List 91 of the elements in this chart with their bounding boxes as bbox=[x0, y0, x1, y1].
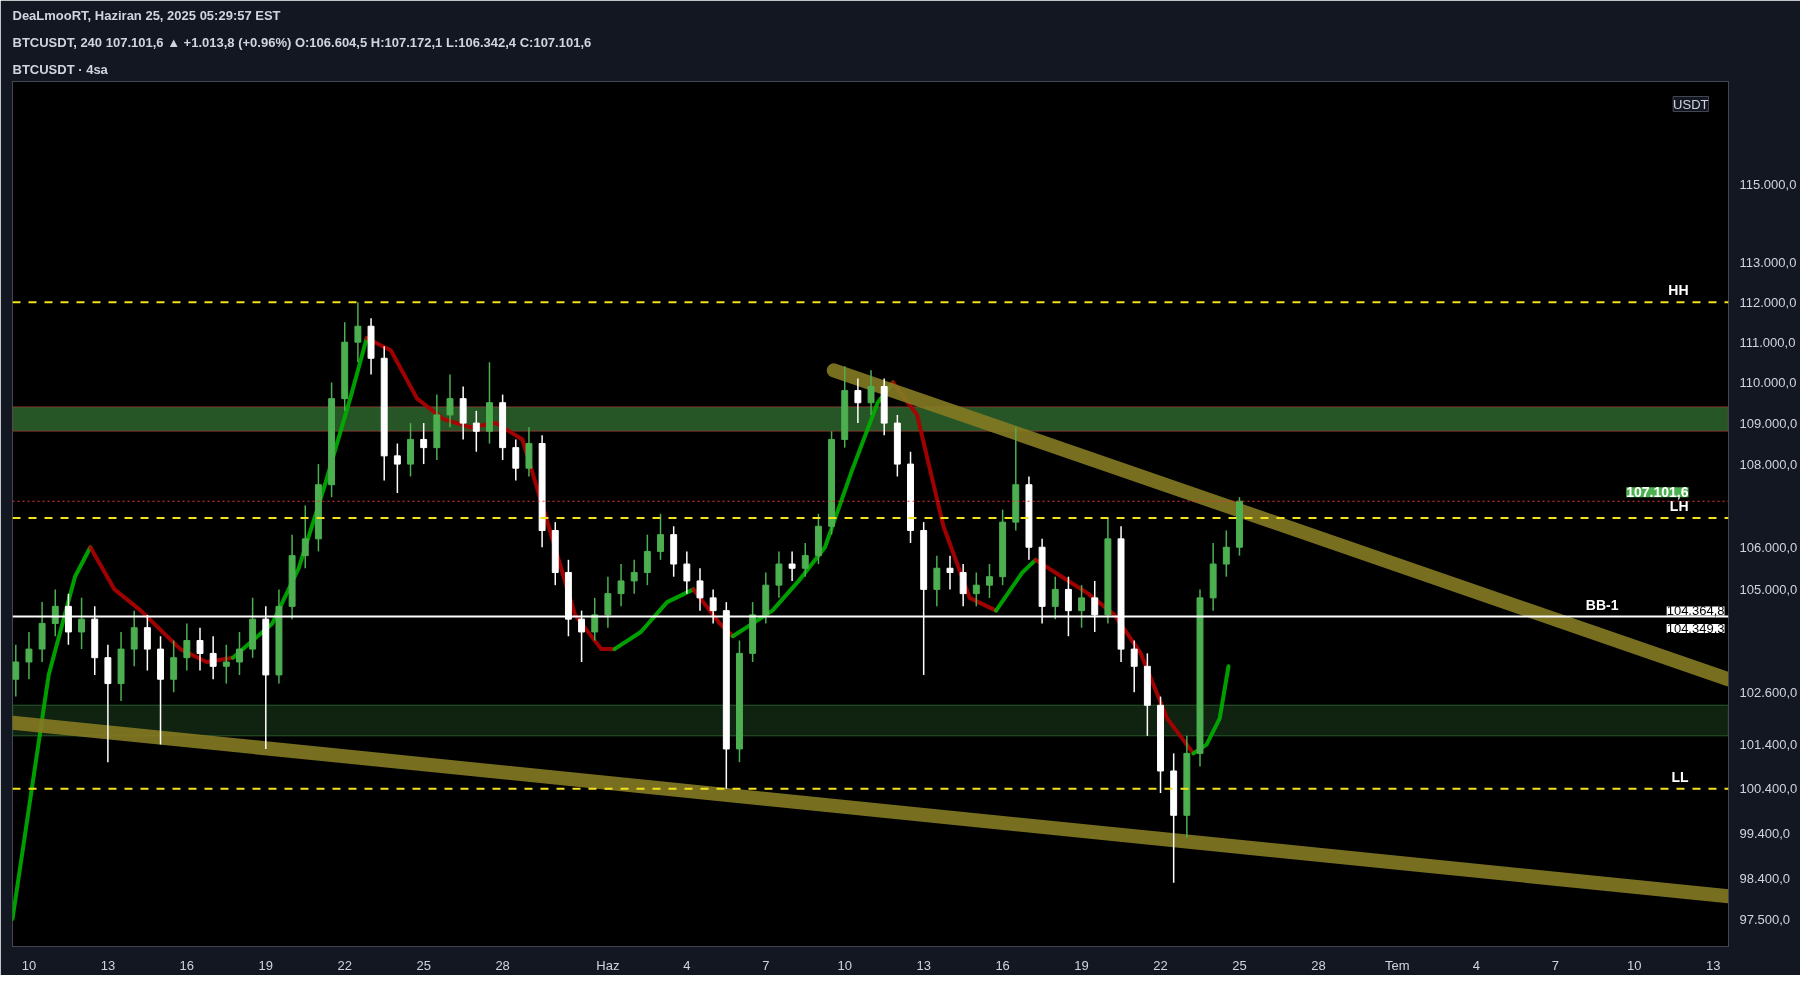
x-tick-label: 22 bbox=[1153, 957, 1168, 973]
candlestick bbox=[420, 422, 428, 465]
x-tick-label: 4 bbox=[1472, 957, 1480, 973]
y-tick-label: 99.400,0 bbox=[1739, 825, 1791, 841]
candlestick bbox=[959, 563, 967, 608]
ref-line-label: HH bbox=[1668, 282, 1689, 299]
y-tick-label: 115.000,0 bbox=[1739, 177, 1797, 193]
y-tick-label: 106.000,0 bbox=[1739, 539, 1798, 555]
candlestick bbox=[657, 513, 664, 561]
candlestick bbox=[775, 550, 783, 599]
x-tick-label: 25 bbox=[416, 957, 431, 973]
y-tick-label: 102.600,0 bbox=[1739, 684, 1798, 700]
candlestick bbox=[933, 554, 941, 608]
candlestick bbox=[51, 588, 59, 637]
y-tick-label: 109.000,0 bbox=[1739, 415, 1798, 431]
x-tick-label: 28 bbox=[1311, 957, 1326, 973]
x-tick-label: Tem bbox=[1385, 957, 1410, 973]
candlestick bbox=[472, 410, 480, 453]
candlestick bbox=[854, 377, 862, 424]
candlestick bbox=[354, 301, 362, 364]
chart-title: BTCUSDT · 4sa bbox=[12, 61, 109, 77]
candlestick bbox=[683, 550, 691, 595]
candlestick bbox=[25, 631, 33, 681]
candlestick bbox=[236, 631, 243, 676]
ref-line-label: LL bbox=[1671, 768, 1689, 785]
candlestick bbox=[972, 571, 980, 608]
y-tick-label: 98.400,0 bbox=[1739, 870, 1791, 886]
x-tick-label: 4 bbox=[683, 957, 691, 973]
line-series bbox=[1191, 664, 1231, 756]
x-tick-label: 10 bbox=[837, 957, 852, 973]
annotation: 104.364,8 bbox=[1666, 603, 1725, 619]
candlestick bbox=[222, 644, 230, 685]
candlestick bbox=[696, 567, 704, 612]
candlestick bbox=[946, 554, 954, 591]
candlestick bbox=[209, 635, 217, 681]
x-tick-label: 13 bbox=[1705, 957, 1721, 973]
candlestick bbox=[801, 542, 809, 578]
y-tick-label: 112.000,0 bbox=[1739, 294, 1797, 310]
candlestick bbox=[1078, 584, 1086, 629]
y-tick-label: 113.000,0 bbox=[1739, 255, 1797, 271]
x-tick-label: 10 bbox=[1626, 957, 1642, 973]
x-tick-label: 7 bbox=[762, 957, 770, 973]
candlestick bbox=[617, 563, 625, 608]
line-series bbox=[88, 545, 235, 664]
candlestick bbox=[1051, 575, 1059, 620]
candlestick bbox=[130, 609, 138, 668]
candlestick bbox=[393, 442, 401, 494]
x-tick-label: 13 bbox=[100, 957, 116, 973]
y-tick-label: 111.000,0 bbox=[1739, 334, 1796, 350]
candlestick bbox=[986, 563, 993, 599]
x-tick-label: 7 bbox=[1551, 957, 1559, 973]
annotation: USDT bbox=[1673, 96, 1709, 112]
candlestick bbox=[788, 550, 796, 582]
line-series bbox=[12, 545, 93, 922]
candlestick bbox=[183, 622, 191, 672]
x-tick-label: 19 bbox=[1074, 957, 1089, 973]
y-tick-label: 97.500,0 bbox=[1739, 911, 1791, 927]
x-tick-label: Haz bbox=[596, 957, 620, 973]
candlestick bbox=[78, 597, 86, 650]
x-tick-label: 19 bbox=[258, 957, 274, 973]
x-tick-label: 13 bbox=[916, 957, 931, 973]
candlestick bbox=[1130, 639, 1138, 693]
candlestick bbox=[196, 626, 204, 672]
x-tick-label: 22 bbox=[337, 957, 352, 973]
candlestick bbox=[591, 597, 599, 642]
y-tick-label: 110.000,0 bbox=[1739, 374, 1797, 390]
text: DeaLmooRT, Haziran 25, 2025 05:29:57 EST bbox=[12, 7, 281, 23]
candlestick bbox=[643, 533, 651, 586]
candlestick bbox=[12, 644, 20, 698]
candlestick bbox=[512, 438, 520, 482]
y-tick-label: 108.000,0 bbox=[1739, 456, 1798, 472]
y-tick-label: 105.000,0 bbox=[1739, 581, 1798, 597]
ref-line-label: 107.101,6 bbox=[1626, 484, 1689, 501]
x-tick-label: 16 bbox=[995, 957, 1010, 973]
candlestick bbox=[630, 559, 638, 595]
candlestick bbox=[604, 575, 612, 629]
x-tick-label: 10 bbox=[21, 957, 37, 973]
y-tick-label: 100.400,0 bbox=[1739, 781, 1798, 797]
candlestick bbox=[170, 639, 178, 693]
annotation: 104.349,3 bbox=[1666, 621, 1725, 637]
y-tick-label: 101.400,0 bbox=[1739, 737, 1798, 753]
ref-line-label: BB-1 bbox=[1585, 596, 1619, 613]
x-tick-label: 28 bbox=[495, 957, 510, 973]
x-tick-label: 25 bbox=[1232, 957, 1247, 973]
line-series bbox=[612, 587, 696, 652]
candlestick bbox=[301, 504, 309, 570]
chart-subtitle: BTCUSDT, 240 107.101,6 ▲ +1.013,8 (+0.96%) O:106.604,5 H:107.172,1 L:106.342,4 C:107.101,6 bbox=[12, 34, 592, 50]
candlestick bbox=[446, 373, 454, 428]
candlestick bbox=[867, 369, 875, 416]
candlestick bbox=[1222, 529, 1230, 578]
x-tick-label: 16 bbox=[179, 957, 195, 973]
